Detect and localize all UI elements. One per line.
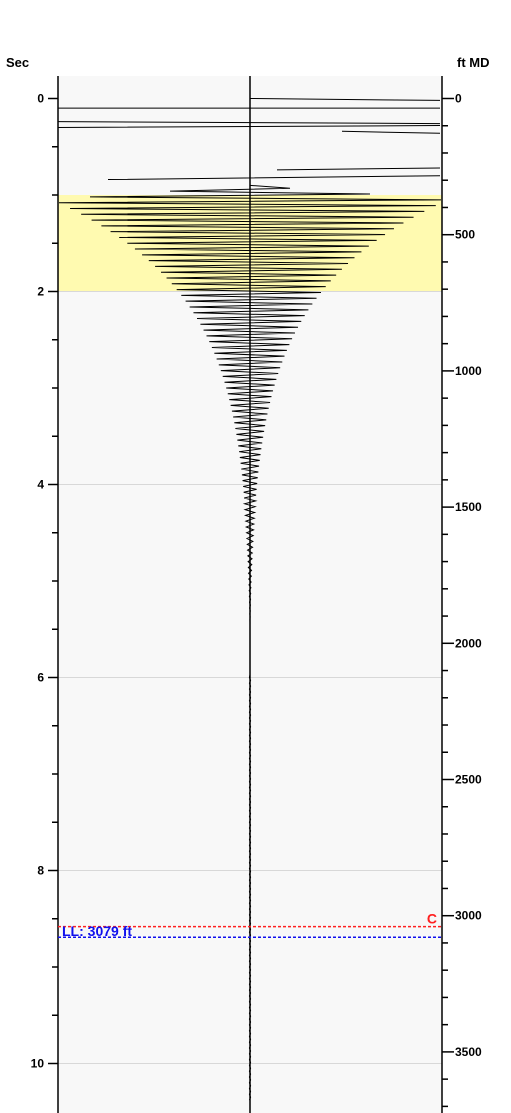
depth-markers: C LL: 3079 ft (58, 911, 442, 939)
left-tick-label: 4 (37, 478, 44, 492)
right-tick-label: 500 (455, 228, 475, 242)
left-tick-label: 0 (37, 92, 44, 106)
right-tick-label: 1000 (455, 364, 482, 378)
right-tick-label: 0 (455, 92, 462, 106)
left-axis-title: Sec (6, 55, 29, 70)
right-axis-ticks: 0 500 1000 1500 2000 2500 3000 3500 (442, 92, 482, 1108)
left-tick-label: 6 (37, 671, 44, 685)
right-tick-label: 2500 (455, 773, 482, 787)
trace-early-reflections (57, 98, 441, 181)
left-axis-ticks: 0 2 4 6 8 10 (31, 92, 58, 1071)
left-tick-label: 2 (37, 285, 44, 299)
right-tick-label: 3500 (455, 1045, 482, 1059)
right-axis-title: ft MD (457, 55, 490, 70)
left-tick-label: 10 (31, 1057, 45, 1071)
right-tick-label: 3000 (455, 909, 482, 923)
depth-marker-label: C (427, 911, 437, 927)
right-tick-label: 1500 (455, 500, 482, 514)
right-tick-label: 2000 (455, 636, 482, 650)
left-tick-label: 8 (37, 864, 44, 878)
depth-marker-label: LL: 3079 ft (62, 923, 132, 939)
